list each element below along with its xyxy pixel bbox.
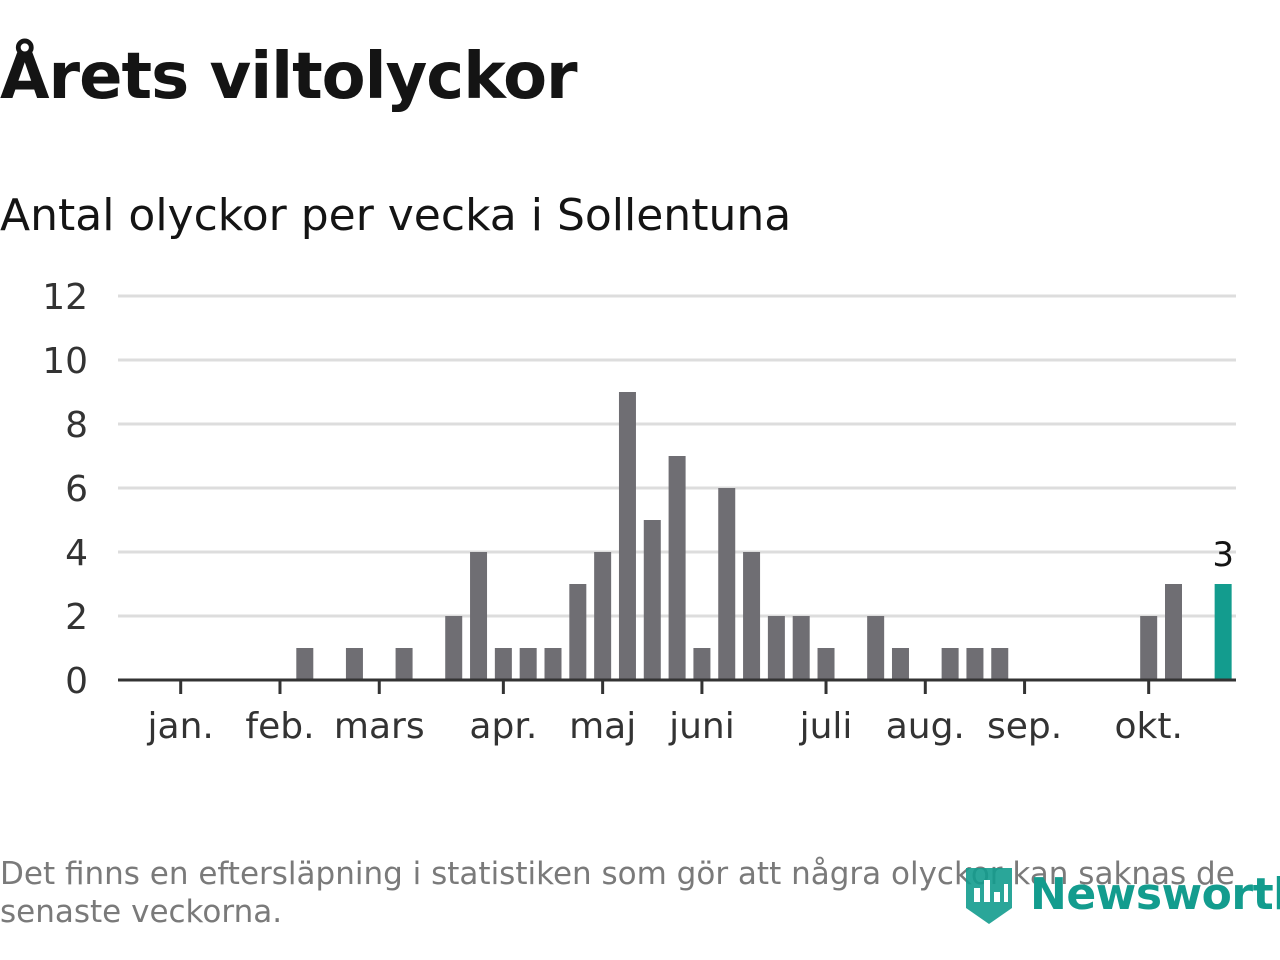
- bar: [718, 488, 736, 680]
- bar: [395, 648, 413, 680]
- data-label-highlight: 3: [1212, 535, 1234, 575]
- bar: [991, 648, 1009, 680]
- y-tick-label: 6: [65, 469, 88, 510]
- bar: [792, 616, 810, 680]
- bar: [891, 648, 909, 680]
- y-tick-label: 8: [65, 405, 88, 446]
- x-tick-label: juli: [799, 706, 853, 747]
- bar: [445, 616, 463, 680]
- bar: [693, 648, 711, 680]
- bar: [743, 552, 761, 680]
- bar: [668, 456, 686, 680]
- footnote: Det finns en eftersläpning i statistiken…: [0, 856, 1235, 930]
- x-tick-label: feb.: [245, 706, 314, 747]
- bar: [470, 552, 488, 680]
- x-tick-label: jan.: [147, 706, 214, 747]
- bar: [519, 648, 537, 680]
- x-tick-label: okt.: [1114, 706, 1182, 747]
- bar: [1140, 616, 1158, 680]
- bar: [941, 648, 959, 680]
- data-labels: 3: [1212, 535, 1234, 575]
- x-tick-label: maj: [569, 706, 636, 747]
- y-tick-label: 0: [65, 661, 88, 702]
- y-axis-ticks: 0 2 4 6 8 10 12: [42, 277, 88, 702]
- y-tick-label: 10: [42, 341, 88, 382]
- newsworthy-logo-icon: [966, 868, 1012, 924]
- x-tick-label: aug.: [886, 706, 965, 747]
- newsworthy-logo: Newsworthy: [962, 862, 1280, 926]
- bar: [569, 584, 587, 680]
- x-tick-label: mars: [334, 706, 425, 747]
- bar: [767, 616, 785, 680]
- x-tick-label: apr.: [469, 706, 537, 747]
- y-tick-label: 12: [42, 277, 88, 318]
- bar: [594, 552, 612, 680]
- bar: [966, 648, 984, 680]
- bar-highlight: [1214, 584, 1232, 680]
- bar: [1165, 584, 1182, 680]
- brand-name: Newsworthy: [1030, 868, 1280, 920]
- y-tick-label: 4: [65, 533, 88, 574]
- x-tick-label: juni: [668, 706, 735, 747]
- chart-title: Årets viltolyckor: [0, 40, 578, 114]
- bar: [618, 392, 636, 680]
- bar: [643, 520, 661, 680]
- bar: [494, 648, 512, 680]
- bar: [345, 648, 363, 680]
- bar: [817, 648, 835, 680]
- bar: [296, 648, 314, 680]
- bar: [867, 616, 885, 680]
- chart-subtitle: Antal olyckor per vecka i Sollentuna: [0, 190, 792, 241]
- bars: [296, 392, 1232, 680]
- x-tick-label: sep.: [987, 706, 1062, 747]
- bar-chart: 0 2 4 6 8 10 12 jan. feb. mars apr. maj juni juli aug…: [42, 277, 1236, 747]
- y-tick-label: 2: [65, 597, 88, 638]
- x-axis-month-ticks: jan. feb. mars apr. maj juni juli aug. sep. okt.: [147, 680, 1183, 747]
- bar: [544, 648, 562, 680]
